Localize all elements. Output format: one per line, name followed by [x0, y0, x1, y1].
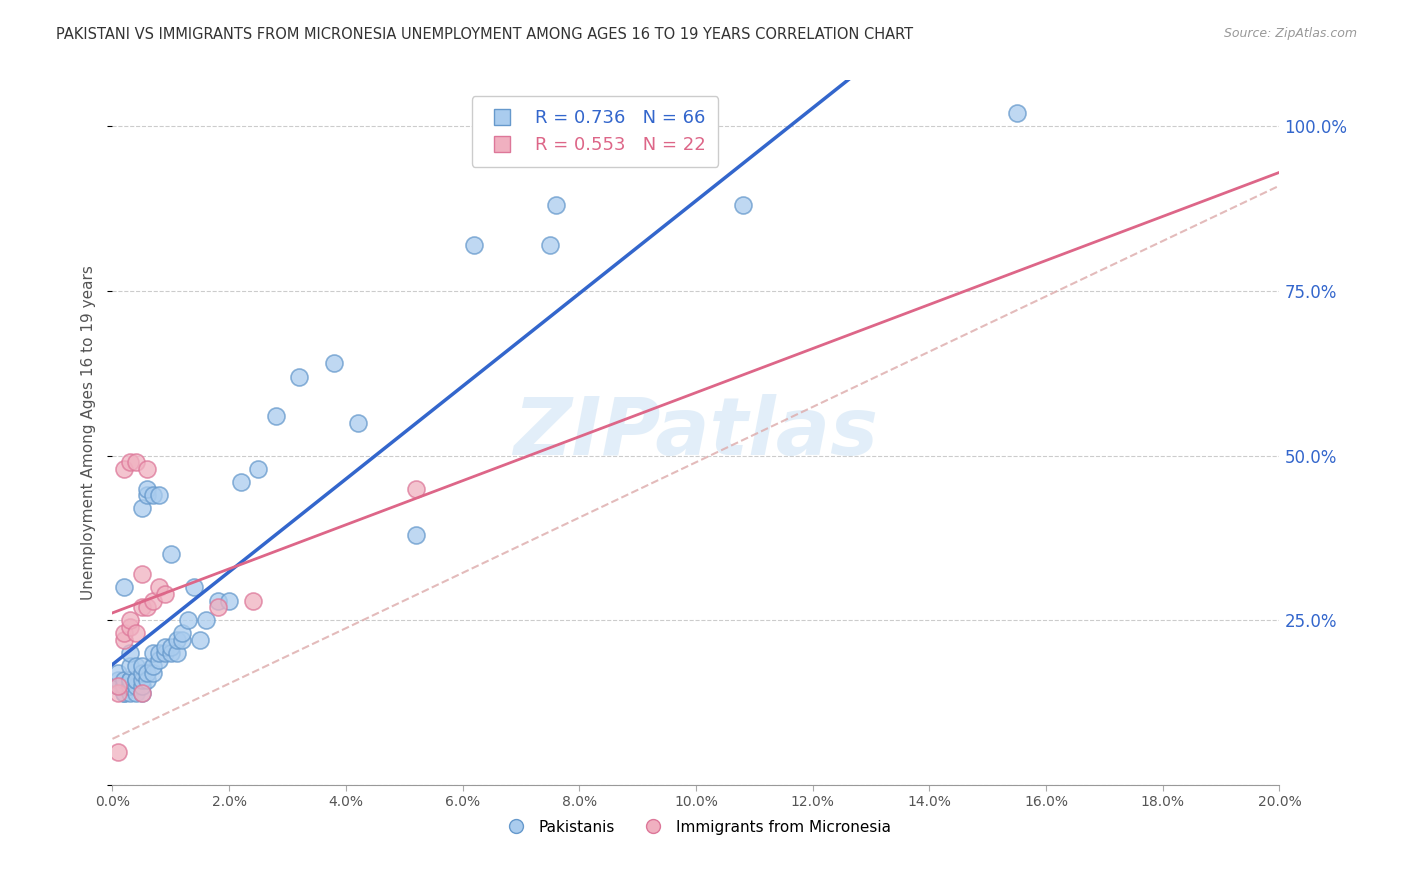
Text: Source: ZipAtlas.com: Source: ZipAtlas.com: [1223, 27, 1357, 40]
Point: [118, 646, 141, 660]
Point: [264, 409, 287, 424]
Point: [112, 581, 135, 595]
Point: [136, 488, 159, 502]
Point: [166, 646, 188, 660]
Point: [125, 679, 148, 693]
Point: [131, 673, 153, 687]
Point: [118, 673, 141, 687]
Point: [183, 581, 205, 595]
Point: [118, 679, 141, 693]
Point: [112, 673, 135, 687]
Point: [131, 679, 153, 693]
Point: [112, 686, 135, 700]
Point: [112, 686, 135, 700]
Point: [131, 501, 153, 516]
Point: [188, 633, 211, 648]
Point: [112, 462, 135, 476]
Point: [148, 488, 170, 502]
Point: [136, 665, 159, 680]
Point: [288, 369, 311, 384]
Point: [107, 673, 129, 687]
Point: [242, 593, 264, 607]
Point: [247, 462, 270, 476]
Legend: Pakistanis, Immigrants from Micronesia: Pakistanis, Immigrants from Micronesia: [495, 814, 897, 841]
Point: [148, 653, 170, 667]
Point: [107, 679, 129, 693]
Point: [142, 488, 165, 502]
Point: [136, 462, 159, 476]
Point: [160, 640, 183, 654]
Point: [142, 665, 165, 680]
Point: [142, 593, 165, 607]
Point: [107, 665, 129, 680]
Point: [125, 659, 148, 673]
Point: [153, 640, 176, 654]
Point: [731, 198, 754, 212]
Point: [207, 593, 229, 607]
Point: [160, 646, 183, 660]
Point: [194, 613, 217, 627]
Point: [405, 527, 427, 541]
Point: [136, 673, 159, 687]
Point: [136, 600, 159, 615]
Point: [131, 600, 153, 615]
Point: [405, 482, 427, 496]
Point: [148, 646, 170, 660]
Point: [1005, 106, 1028, 120]
Point: [142, 659, 165, 673]
Point: [177, 613, 200, 627]
Point: [463, 238, 485, 252]
Point: [153, 646, 176, 660]
Point: [118, 686, 141, 700]
Point: [112, 679, 135, 693]
Point: [218, 593, 240, 607]
Point: [112, 626, 135, 640]
Point: [131, 659, 153, 673]
Point: [125, 626, 148, 640]
Point: [125, 673, 148, 687]
Point: [112, 633, 135, 648]
Point: [107, 745, 129, 759]
Point: [125, 455, 148, 469]
Point: [323, 356, 346, 370]
Point: [172, 633, 194, 648]
Point: [118, 613, 141, 627]
Point: [107, 686, 129, 700]
Point: [160, 548, 183, 562]
Point: [131, 567, 153, 582]
Point: [118, 455, 141, 469]
Point: [544, 198, 567, 212]
Point: [131, 686, 153, 700]
Point: [166, 633, 188, 648]
Point: [118, 659, 141, 673]
Point: [118, 679, 141, 693]
Point: [153, 587, 176, 601]
Text: PAKISTANI VS IMMIGRANTS FROM MICRONESIA UNEMPLOYMENT AMONG AGES 16 TO 19 YEARS C: PAKISTANI VS IMMIGRANTS FROM MICRONESIA …: [56, 27, 914, 42]
Point: [172, 626, 194, 640]
Text: ZIPatlas: ZIPatlas: [513, 393, 879, 472]
Point: [346, 416, 368, 430]
Point: [107, 679, 129, 693]
Y-axis label: Unemployment Among Ages 16 to 19 years: Unemployment Among Ages 16 to 19 years: [82, 265, 97, 600]
Point: [229, 475, 252, 489]
Point: [207, 600, 229, 615]
Point: [125, 686, 148, 700]
Point: [131, 686, 153, 700]
Point: [131, 665, 153, 680]
Point: [118, 673, 141, 687]
Point: [148, 581, 170, 595]
Point: [125, 673, 148, 687]
Point: [142, 646, 165, 660]
Point: [136, 482, 159, 496]
Point: [538, 238, 561, 252]
Point: [112, 679, 135, 693]
Point: [107, 679, 129, 693]
Point: [118, 620, 141, 634]
